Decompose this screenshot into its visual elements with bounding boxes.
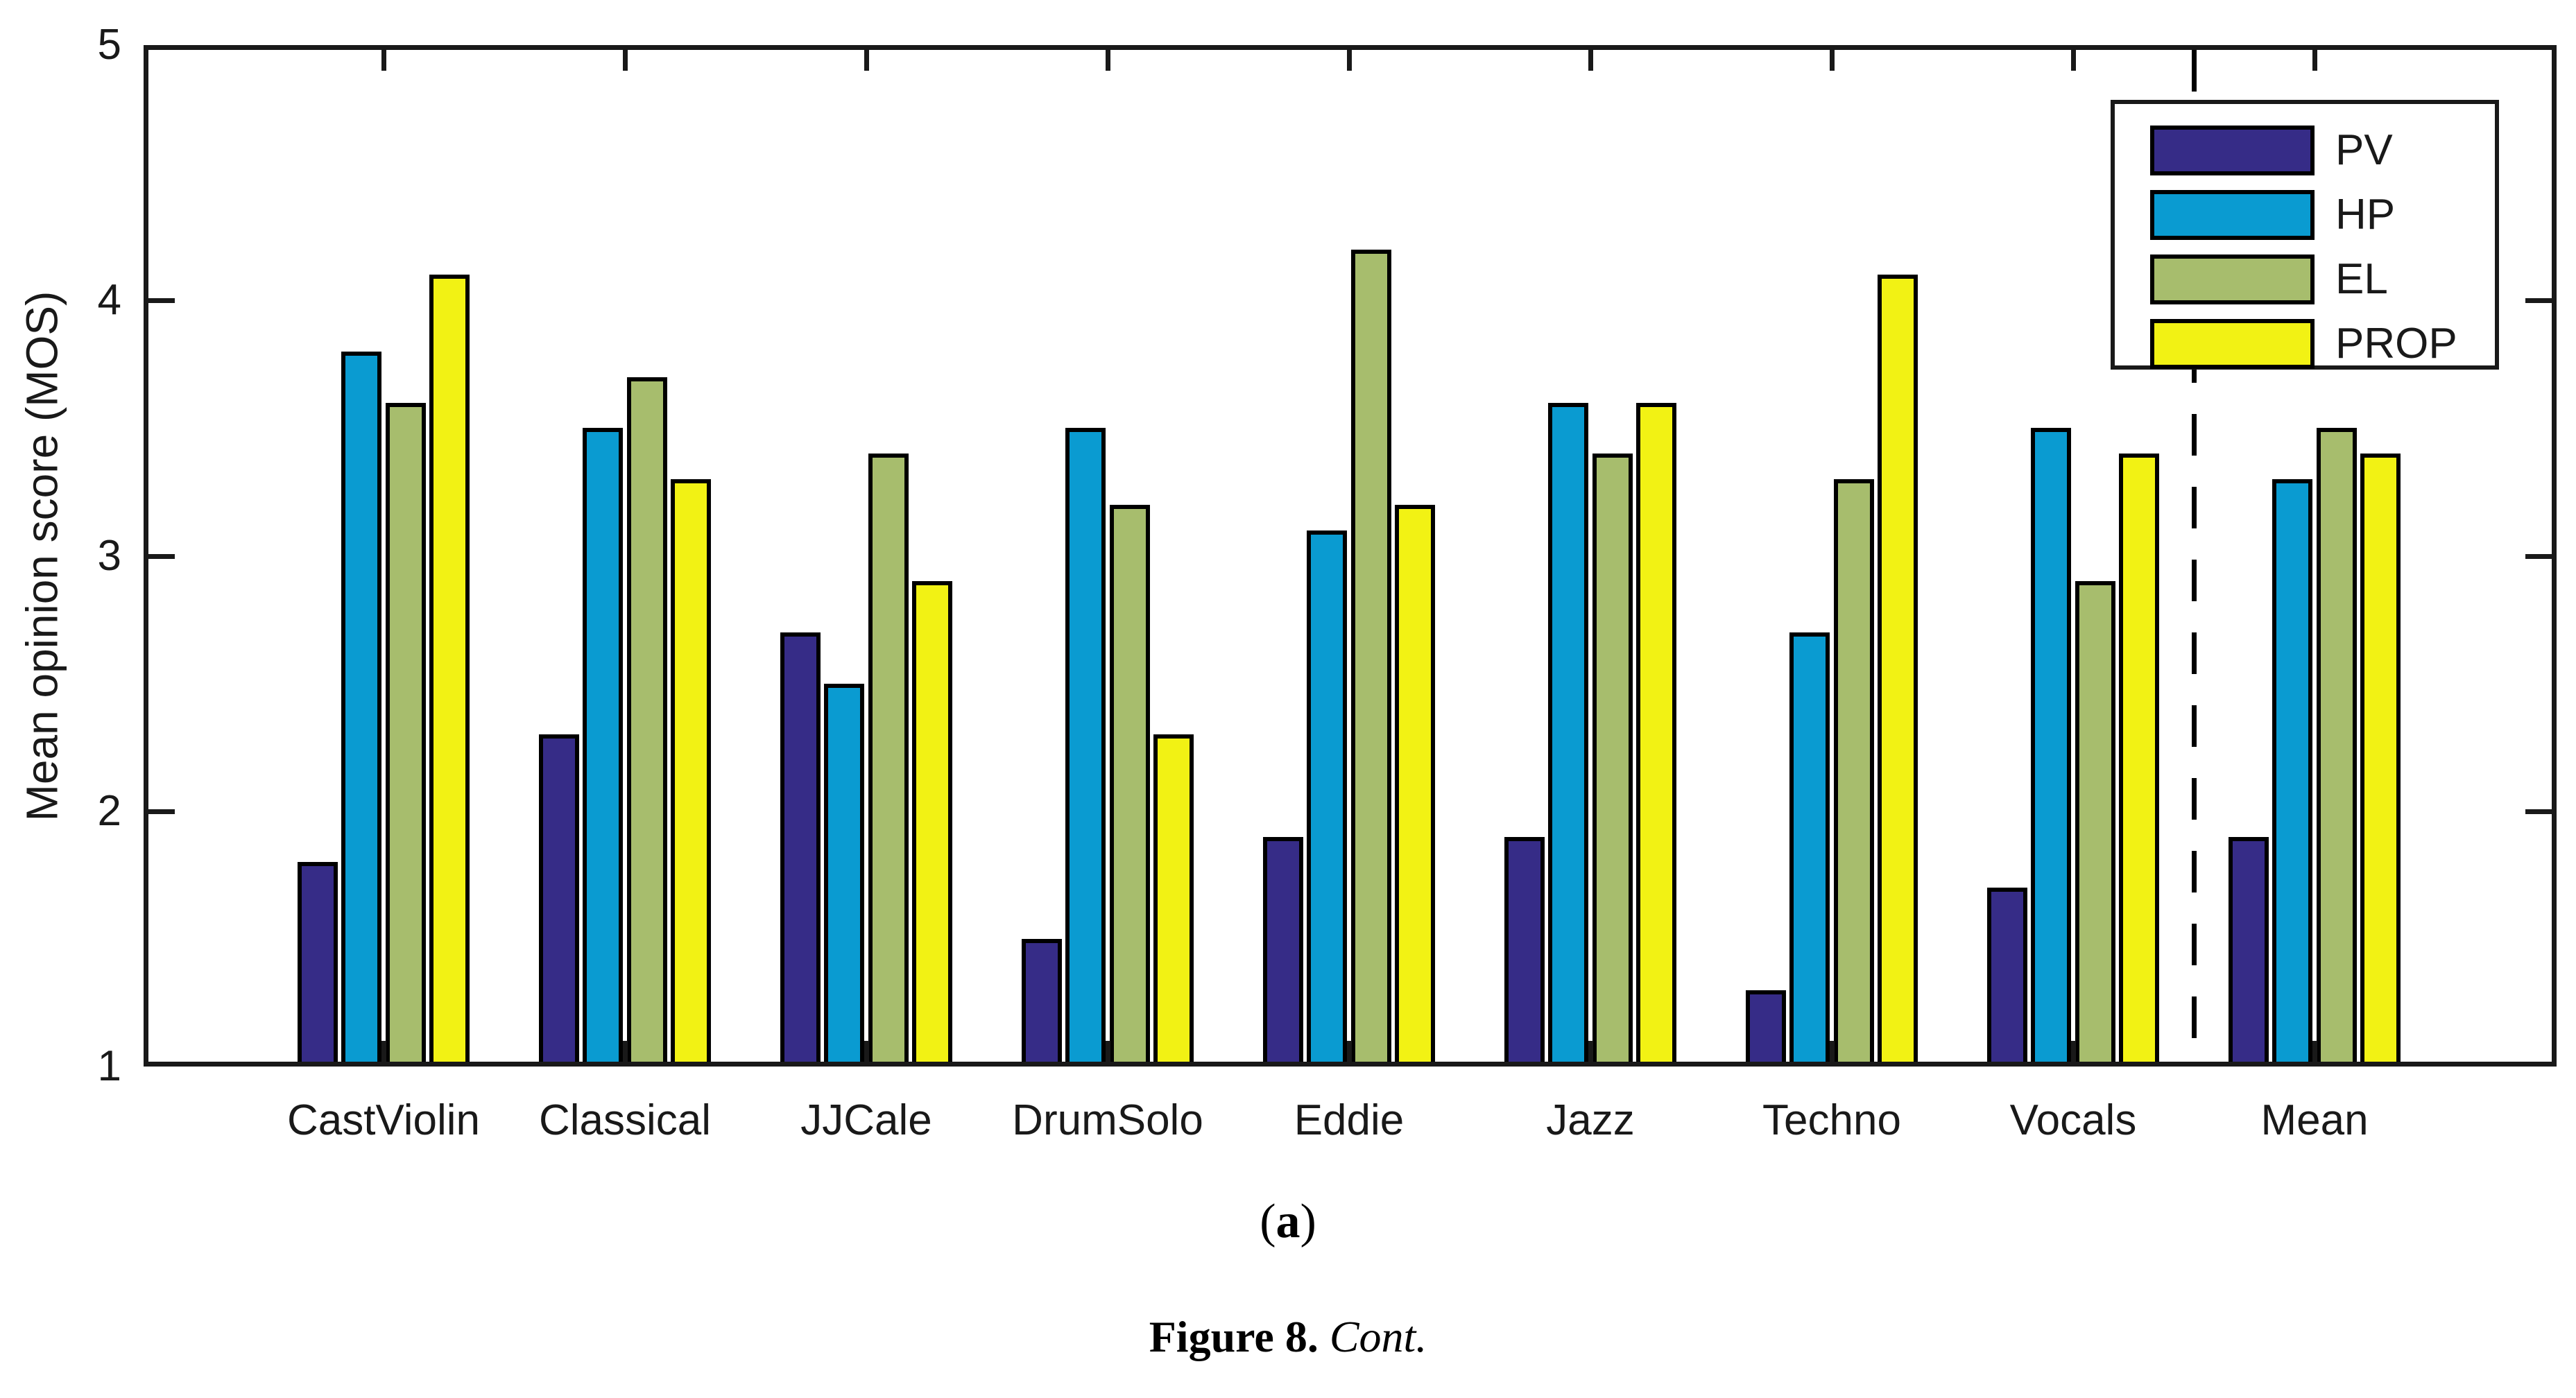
figure-caption-cont: Cont. xyxy=(1329,1312,1427,1361)
y-tick-mark-right xyxy=(2525,809,2552,814)
bar-el-jazz xyxy=(1592,454,1633,1067)
bar-hp-techno xyxy=(1789,632,1830,1067)
x-tick-label: JJCale xyxy=(800,1096,932,1144)
bar-pv-drumsolo xyxy=(1022,938,1062,1067)
x-tick-mark-bottom xyxy=(381,1041,386,1062)
x-tick-label: Classical xyxy=(538,1096,712,1144)
bar-pv-classical xyxy=(539,734,579,1067)
x-tick-mark-bottom xyxy=(864,1041,869,1062)
bar-hp-jazz xyxy=(1548,402,1588,1067)
bar-prop-mean xyxy=(2360,454,2401,1067)
legend-label-pv: PV xyxy=(2335,126,2393,174)
bar-el-drumsolo xyxy=(1110,504,1150,1067)
x-tick-label: Eddie xyxy=(1294,1096,1405,1144)
y-tick-label: 4 xyxy=(97,276,121,325)
x-tick-mark-bottom xyxy=(1106,1041,1110,1062)
x-tick-mark-bottom xyxy=(1347,1041,1352,1062)
bar-el-jjcale xyxy=(868,454,909,1067)
bar-pv-vocals xyxy=(1987,888,2027,1067)
bar-hp-classical xyxy=(583,428,623,1067)
legend-item-el: EL xyxy=(2150,247,2495,311)
bar-prop-techno xyxy=(1878,275,1918,1067)
bar-hp-mean xyxy=(2272,479,2312,1067)
y-tick-mark-left xyxy=(148,298,175,304)
x-tick-label: Vocals xyxy=(2009,1096,2137,1144)
legend-item-pv: PV xyxy=(2150,118,2495,182)
x-tick-mark-top xyxy=(1106,50,1110,71)
y-tick-label: 5 xyxy=(97,21,121,69)
panel-label-open: ( xyxy=(1260,1195,1276,1248)
bar-prop-castviolin xyxy=(429,275,470,1067)
bar-pv-mean xyxy=(2229,836,2269,1067)
figure-caption: Figure 8. Cont. xyxy=(0,1312,2576,1362)
x-tick-mark-bottom xyxy=(2312,1041,2317,1062)
bar-hp-castviolin xyxy=(341,351,381,1067)
panel-label-close: ) xyxy=(1300,1195,1316,1248)
bar-pv-techno xyxy=(1746,990,1786,1067)
x-tick-mark-bottom xyxy=(1830,1041,1835,1062)
x-tick-mark-top xyxy=(2312,50,2317,71)
y-tick-label: 1 xyxy=(97,1042,121,1090)
bar-pv-castviolin xyxy=(298,862,338,1067)
y-tick-mark-left xyxy=(148,553,175,559)
bar-el-techno xyxy=(1834,479,1874,1067)
legend: PV HP EL PROP xyxy=(2111,100,2499,370)
legend-swatch-pv xyxy=(2150,125,2315,175)
bar-prop-classical xyxy=(671,479,711,1067)
bar-hp-jjcale xyxy=(824,683,864,1067)
x-tick-label: CastViolin xyxy=(286,1096,480,1144)
x-tick-mark-top xyxy=(2071,50,2076,71)
x-tick-mark-top xyxy=(381,50,386,71)
x-tick-mark-bottom xyxy=(2071,1041,2076,1062)
bar-prop-drumsolo xyxy=(1153,734,1194,1067)
bar-pv-jjcale xyxy=(780,632,821,1067)
legend-swatch-prop xyxy=(2150,318,2315,369)
bar-el-mean xyxy=(2317,428,2357,1067)
y-tick-label: 2 xyxy=(97,786,121,835)
figure-caption-number: Figure 8. xyxy=(1149,1312,1319,1361)
bar-hp-eddie xyxy=(1307,530,1347,1067)
separator-dashed-line xyxy=(2192,50,2197,1067)
bar-pv-jazz xyxy=(1504,836,1545,1067)
bar-prop-vocals xyxy=(2119,454,2159,1067)
bar-hp-vocals xyxy=(2031,428,2071,1067)
bar-el-classical xyxy=(627,377,667,1067)
y-tick-label: 3 xyxy=(97,531,121,580)
legend-swatch-hp xyxy=(2150,189,2315,240)
legend-label-el: EL xyxy=(2335,254,2388,303)
x-tick-mark-top xyxy=(1588,50,1593,71)
bar-pv-eddie xyxy=(1263,836,1303,1067)
y-tick-mark-right xyxy=(2525,553,2552,559)
bar-hp-drumsolo xyxy=(1065,428,1106,1067)
x-tick-label: Mean xyxy=(2260,1096,2369,1144)
x-tick-mark-top xyxy=(623,50,628,71)
panel-label-letter: a xyxy=(1276,1195,1300,1248)
bar-el-castviolin xyxy=(386,402,426,1067)
legend-label-hp: HP xyxy=(2335,190,2396,239)
y-tick-mark-right xyxy=(2525,298,2552,304)
legend-item-hp: HP xyxy=(2150,182,2495,247)
bar-prop-jjcale xyxy=(912,581,952,1067)
x-tick-label: DrumSolo xyxy=(1012,1096,1203,1144)
bar-el-vocals xyxy=(2075,581,2115,1067)
x-tick-mark-bottom xyxy=(623,1041,628,1062)
x-tick-label: Techno xyxy=(1762,1096,1901,1144)
bar-prop-eddie xyxy=(1395,504,1435,1067)
legend-item-prop: PROP xyxy=(2150,311,2495,376)
legend-swatch-el xyxy=(2150,254,2315,304)
panel-label: (a) xyxy=(0,1194,2576,1250)
x-tick-mark-top xyxy=(1830,50,1835,71)
x-tick-mark-bottom xyxy=(1588,1041,1593,1062)
y-tick-mark-left xyxy=(148,809,175,814)
x-tick-mark-top xyxy=(1347,50,1352,71)
bar-prop-jazz xyxy=(1636,402,1676,1067)
legend-label-prop: PROP xyxy=(2335,319,2457,368)
x-tick-mark-top xyxy=(864,50,869,71)
x-tick-label: Jazz xyxy=(1546,1096,1635,1144)
bar-el-eddie xyxy=(1351,249,1391,1067)
